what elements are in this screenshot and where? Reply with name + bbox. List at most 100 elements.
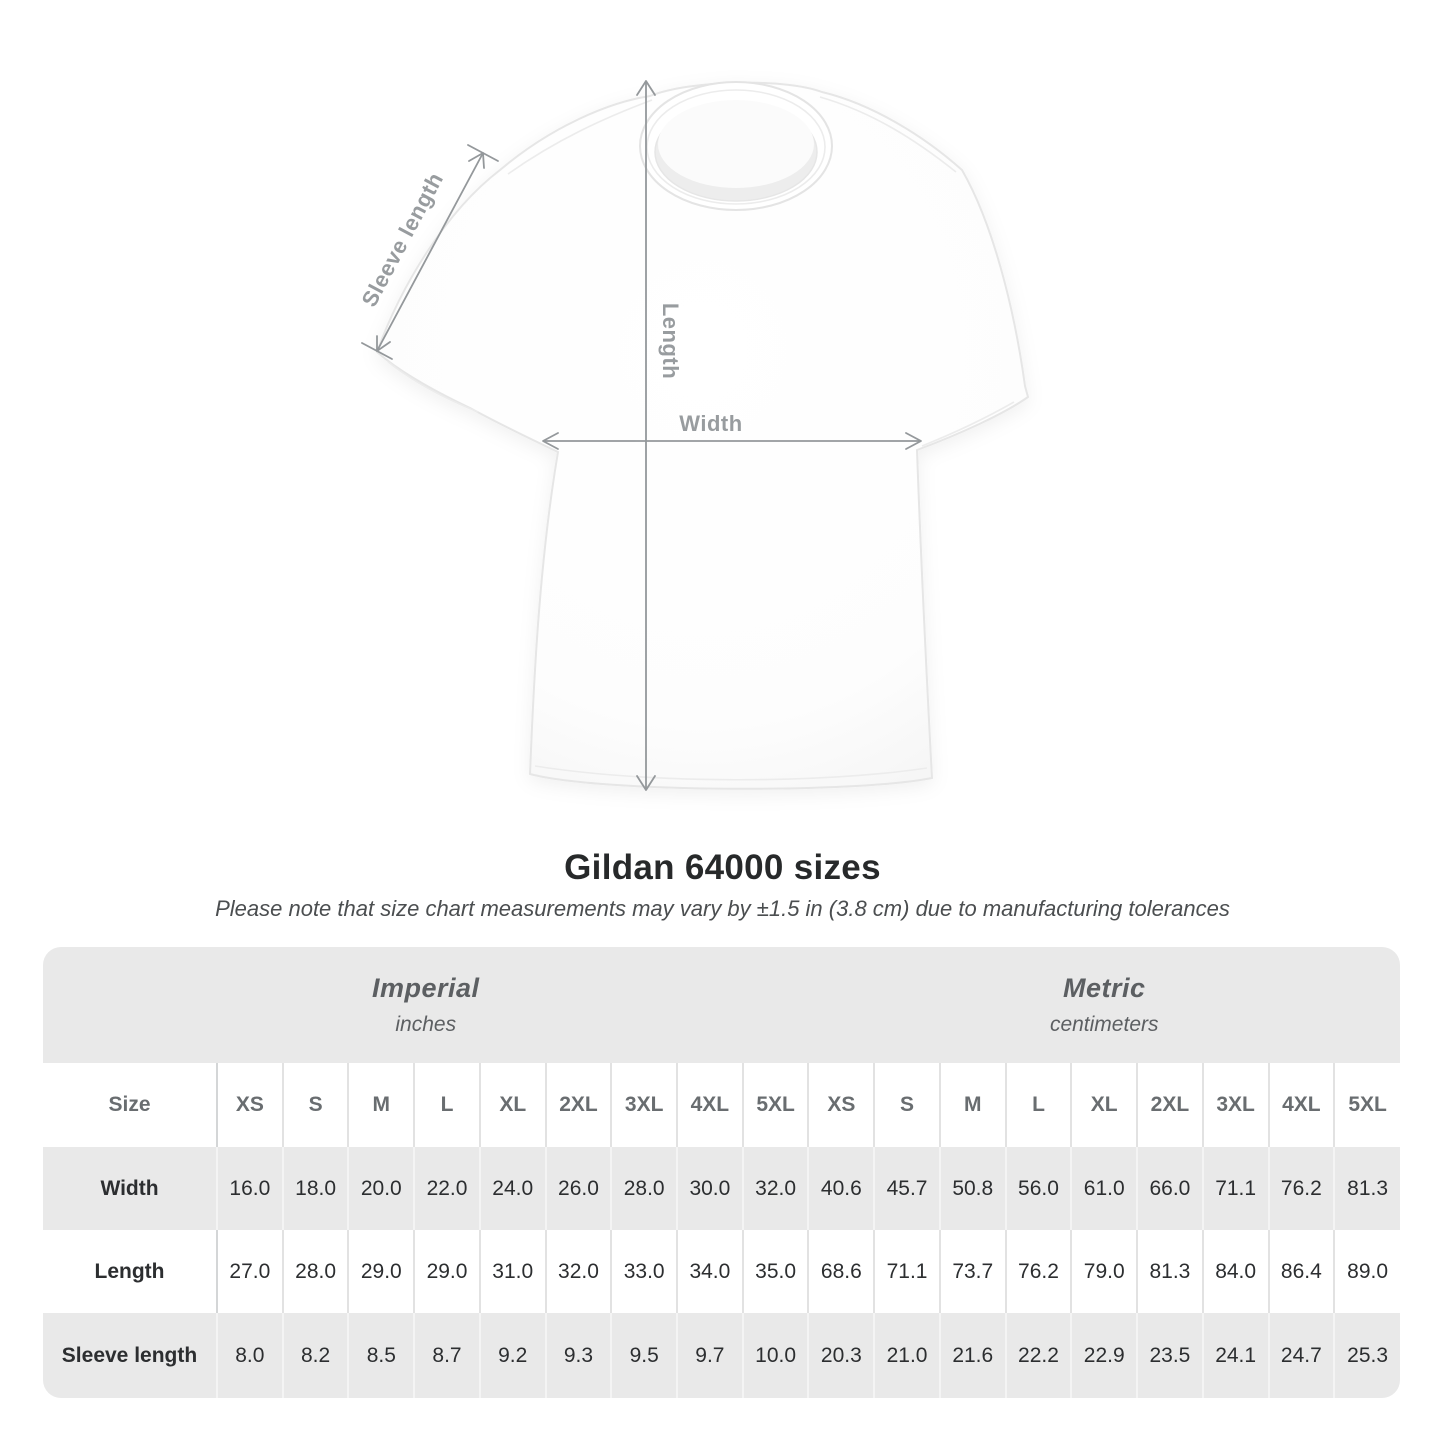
measurement-cell: 34.0 xyxy=(676,1230,743,1313)
measurement-cell: 9.5 xyxy=(610,1313,678,1398)
measurement-cell: 68.6 xyxy=(807,1230,875,1313)
size-col-header: L xyxy=(413,1063,480,1147)
measurement-cell: 20.0 xyxy=(347,1147,415,1230)
width-dimension-line xyxy=(542,432,922,450)
row-label: Length xyxy=(43,1230,217,1313)
size-header-row: Size XS S M L XL 2XL 3XL 4XL 5XL XS S M … xyxy=(43,1063,1400,1147)
width-row: Width 16.0 18.0 20.0 22.0 24.0 26.0 28.0… xyxy=(43,1147,1400,1230)
measurement-cell: 28.0 xyxy=(281,1230,349,1313)
measurement-cell: 8.7 xyxy=(413,1313,480,1398)
measurement-cell: 25.3 xyxy=(1333,1313,1400,1398)
size-table: Imperial inches Metric centimeters Size … xyxy=(43,947,1400,1398)
measurement-cell: 21.0 xyxy=(873,1313,940,1398)
measurement-cell: 29.0 xyxy=(413,1230,480,1313)
length-dimension-line xyxy=(636,80,656,791)
metric-header-cell: Metric centimeters xyxy=(808,947,1400,1063)
size-col-header: XL xyxy=(478,1063,546,1147)
size-row-label: Size xyxy=(43,1063,217,1147)
left-cuff-seam xyxy=(387,361,479,413)
row-label: Sleeve length xyxy=(43,1313,217,1398)
measurement-cell: 76.2 xyxy=(1004,1230,1072,1313)
size-table-container: Imperial inches Metric centimeters Size … xyxy=(43,947,1400,1398)
measurement-cell: 31.0 xyxy=(478,1230,546,1313)
measurement-cell: 24.0 xyxy=(478,1147,546,1230)
measurement-cell: 24.7 xyxy=(1267,1313,1335,1398)
measurement-cell: 73.7 xyxy=(938,1230,1006,1313)
collar-inner-fabric xyxy=(658,100,814,188)
length-label: Length xyxy=(658,303,683,379)
size-col-header: 3XL xyxy=(1201,1063,1269,1147)
measurement-cell: 76.2 xyxy=(1267,1147,1335,1230)
measurement-cell: 29.0 xyxy=(347,1230,415,1313)
size-col-header: XL xyxy=(1070,1063,1138,1147)
size-col-header: XS xyxy=(216,1063,283,1147)
measurement-cell: 71.1 xyxy=(873,1230,940,1313)
measurement-cell: 8.0 xyxy=(216,1313,283,1398)
imperial-title: Imperial xyxy=(371,973,480,1003)
size-col-header: 4XL xyxy=(1267,1063,1335,1147)
measurement-cell: 89.0 xyxy=(1333,1230,1400,1313)
measurement-cell: 26.0 xyxy=(544,1147,612,1230)
size-col-header: XS xyxy=(807,1063,875,1147)
measurement-cell: 50.8 xyxy=(938,1147,1006,1230)
measurement-cell: 66.0 xyxy=(1136,1147,1203,1230)
measurement-cell: 21.6 xyxy=(938,1313,1006,1398)
size-col-header: L xyxy=(1004,1063,1072,1147)
measurement-cell: 84.0 xyxy=(1201,1230,1269,1313)
tshirt-body xyxy=(375,81,1030,790)
size-col-header: M xyxy=(347,1063,415,1147)
measurement-cell: 8.5 xyxy=(347,1313,415,1398)
size-col-header: 5XL xyxy=(1333,1063,1400,1147)
size-col-header: 2XL xyxy=(544,1063,612,1147)
row-label: Width xyxy=(43,1147,217,1230)
measurement-cell: 81.3 xyxy=(1136,1230,1203,1313)
measurement-cell: 27.0 xyxy=(216,1230,283,1313)
measurement-cell: 28.0 xyxy=(610,1147,678,1230)
size-col-header: M xyxy=(938,1063,1006,1147)
unit-system-header-row: Imperial inches Metric centimeters xyxy=(43,947,1400,1063)
measurement-cell: 20.3 xyxy=(807,1313,875,1398)
size-col-header: 4XL xyxy=(676,1063,743,1147)
measurement-cell: 9.3 xyxy=(544,1313,612,1398)
measurement-cell: 32.0 xyxy=(544,1230,612,1313)
size-col-header: 5XL xyxy=(741,1063,809,1147)
measurement-cell: 22.9 xyxy=(1070,1313,1138,1398)
measurement-cell: 22.2 xyxy=(1004,1313,1072,1398)
measurement-cell: 79.0 xyxy=(1070,1230,1138,1313)
metric-title: Metric xyxy=(1062,973,1146,1003)
measurement-cell: 9.2 xyxy=(478,1313,546,1398)
measurement-cell: 40.6 xyxy=(807,1147,875,1230)
right-shoulder-seam xyxy=(819,96,957,173)
measurement-cell: 71.1 xyxy=(1201,1147,1269,1230)
measurement-cell: 81.3 xyxy=(1333,1147,1400,1230)
size-col-header: S xyxy=(281,1063,349,1147)
right-cuff-seam xyxy=(921,401,1015,447)
measurement-cell: 30.0 xyxy=(676,1147,743,1230)
measurement-cell: 61.0 xyxy=(1070,1147,1138,1230)
measurement-cell: 16.0 xyxy=(216,1147,283,1230)
measurement-cell: 24.1 xyxy=(1201,1313,1269,1398)
length-row: Length 27.0 28.0 29.0 29.0 31.0 32.0 33.… xyxy=(43,1230,1400,1313)
measurement-cell: 9.7 xyxy=(676,1313,743,1398)
measurement-cell: 22.0 xyxy=(413,1147,480,1230)
sleeve-length-row: Sleeve length 8.0 8.2 8.5 8.7 9.2 9.3 9.… xyxy=(43,1313,1400,1398)
imperial-unit: inches xyxy=(395,1013,457,1036)
collar-ribbing xyxy=(646,89,826,205)
measurement-cell: 86.4 xyxy=(1267,1230,1335,1313)
measurement-cell: 45.7 xyxy=(873,1147,940,1230)
tshirt-measurement-diagram: Sleeve length Length Width xyxy=(357,80,1030,791)
measurement-cell: 32.0 xyxy=(741,1147,809,1230)
width-label: Width xyxy=(679,411,742,436)
size-col-header: 2XL xyxy=(1136,1063,1203,1147)
left-shoulder-seam xyxy=(507,99,653,175)
tshirt-illustration xyxy=(375,81,1030,790)
measurement-cell: 33.0 xyxy=(610,1230,678,1313)
measurement-cell: 23.5 xyxy=(1136,1313,1203,1398)
hem-seam xyxy=(534,765,928,781)
size-col-header: 3XL xyxy=(610,1063,678,1147)
measurement-cell: 18.0 xyxy=(281,1147,349,1230)
measurement-cell: 56.0 xyxy=(1004,1147,1072,1230)
imperial-header-cell: Imperial inches xyxy=(43,947,809,1063)
measurement-cell: 10.0 xyxy=(741,1313,809,1398)
